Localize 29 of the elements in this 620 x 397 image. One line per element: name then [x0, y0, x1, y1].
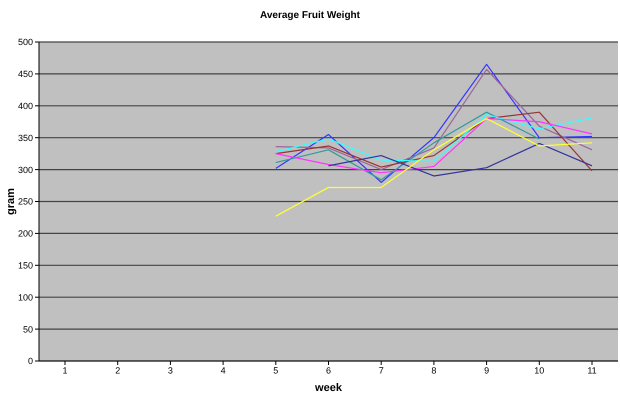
y-tick-label: 500 — [18, 37, 33, 48]
y-tick-label: 100 — [18, 292, 33, 302]
x-tick-label: 11 — [587, 365, 597, 376]
y-tick-label: 0 — [28, 356, 33, 366]
x-tick-label: 9 — [484, 365, 490, 376]
x-axis-title: week — [314, 382, 343, 394]
y-axis-title: gram — [4, 188, 17, 215]
line-series — [275, 112, 540, 180]
x-tick-label: 8 — [431, 365, 436, 376]
x-tick-label: 5 — [273, 365, 278, 376]
y-tick-label: 150 — [18, 260, 33, 270]
line-series — [275, 118, 593, 217]
x-tick-label: 3 — [168, 365, 173, 376]
y-tick-label: 300 — [18, 164, 33, 175]
y-tick-label: 400 — [18, 100, 33, 111]
y-tick-label: 350 — [18, 132, 33, 143]
x-tick-label: 2 — [115, 365, 120, 376]
line-series — [328, 142, 593, 177]
x-tick-label: 6 — [326, 365, 332, 376]
x-tick-label: 1 — [62, 365, 68, 376]
y-tick-label: 50 — [22, 324, 33, 334]
y-tick-label: 250 — [18, 196, 33, 207]
x-tick-label: 4 — [220, 365, 226, 376]
y-tick-label: 200 — [18, 228, 33, 239]
line-series — [275, 114, 593, 162]
x-tick-label: 10 — [534, 365, 544, 376]
chart-title: Average Fruit Weight — [258, 10, 361, 21]
y-tick-label: 450 — [18, 69, 33, 80]
x-tick-label: 7 — [378, 365, 384, 376]
